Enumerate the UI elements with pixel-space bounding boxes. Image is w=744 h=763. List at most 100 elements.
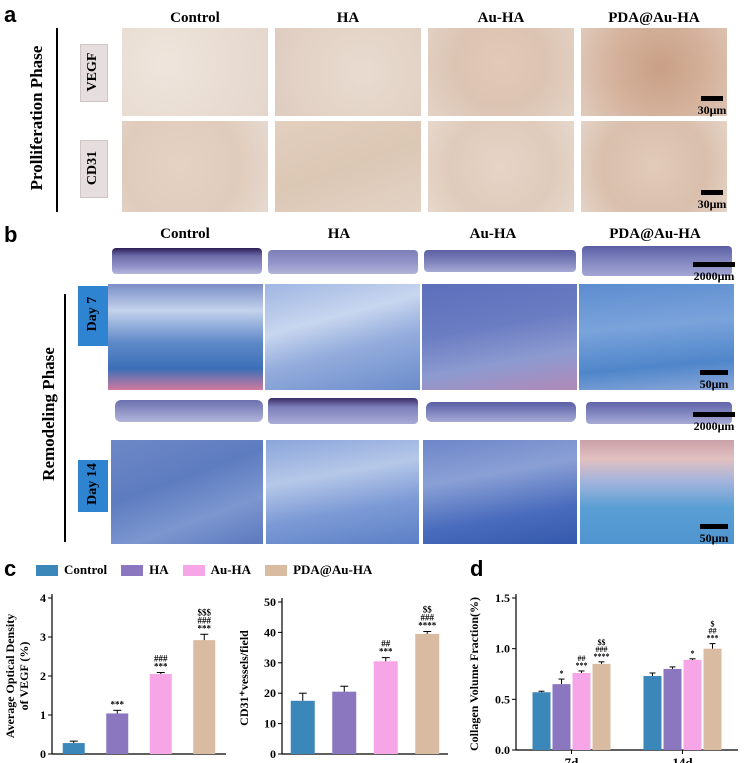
panel-a-col-title-3: PDA@Au-HA (608, 10, 700, 26)
panel-b-divider (64, 294, 66, 542)
collagen-annot-1-3-2: *** (707, 634, 719, 643)
overview-strip-day7-control (112, 248, 262, 274)
vegf-annot-1-0: *** (111, 699, 125, 709)
cd31-bar-1 (332, 691, 357, 754)
cd31-image-ha (275, 121, 421, 212)
cd31-bar-0 (290, 700, 315, 754)
collagen-y-tick-label-0: 0.0 (495, 743, 510, 757)
panel-a-row-label-box-vegf (80, 44, 108, 102)
chart-cd31-vessels: 0 10 20 30 40 50 CD31⁺vessels/field ##*** $$###*… (237, 595, 448, 761)
cd31-image-au-ha (428, 121, 574, 212)
panel-b-scale-bar-2: 50μm (694, 370, 734, 392)
collagen-annot-0-2-1: *** (576, 661, 588, 670)
panel-b-scale-label-4: 50μm (699, 531, 729, 545)
cd31-y-tick-label-0: 0 (270, 747, 276, 761)
cd31-annot-3-2: **** (418, 620, 437, 630)
vegf-annot-2-1: *** (154, 661, 168, 671)
panel-b-day-box-7 (78, 286, 108, 346)
cd31-image-control (122, 121, 268, 212)
vegf-annot-3-0: $$$ (198, 607, 212, 617)
cd31-y-tick-label-3: 30 (264, 656, 276, 670)
overview-strip-day14-ha (268, 398, 418, 424)
cd31-bar-2 (373, 661, 398, 754)
legend-label-ha: HA (149, 562, 169, 577)
collagen-annot-1-3-0: $ (711, 620, 715, 629)
cd31-y-tick-label-4: 40 (264, 625, 276, 639)
collagen-annot-0-3-0: $$ (598, 638, 606, 647)
overview-strip-day14-pda-au-ha (586, 402, 732, 424)
panel-b-day-label-7: Day 7 (85, 296, 100, 332)
legend-label-pda-au-ha: PDA@Au-HA (293, 562, 373, 577)
panel-a-divider (56, 28, 58, 212)
masson-day7-control (108, 284, 263, 390)
collagen-annot-0-3-2: **** (594, 652, 610, 661)
panel-a-scale-label-2: 30μm (697, 197, 727, 211)
panel-d-letter: d (470, 556, 484, 581)
panel-b-letter: b (4, 222, 18, 247)
panel-a-row-label-vegf: VEGF (85, 52, 100, 92)
chart-collagen-fraction: 0.0 0.5 1.0 1.5 Collagen Volume Fraction(%) *… (467, 591, 738, 763)
panel-a-col-title-2: Au-HA (477, 10, 525, 26)
vegf-bar-2 (149, 674, 172, 754)
vegf-image-ha (275, 28, 421, 116)
overview-strip-day7-au-ha (424, 250, 576, 272)
collagen-bar-0-0 (532, 692, 551, 750)
cd31-image-pda-au-ha (581, 121, 727, 212)
vegf-bar-1 (106, 713, 129, 754)
collagen-bar-0-2 (572, 672, 591, 750)
cd31-y-tick-label-1: 10 (264, 717, 276, 731)
chart-vegf-density: 0 1 2 3 4 Average Optical Density of VEGF (%) *… (3, 591, 226, 761)
panel-a-scale-label-1: 30μm (697, 103, 727, 117)
collagen-annot-0-1-0: * (560, 669, 564, 678)
collagen-annot-1-2-0: * (691, 649, 695, 658)
panel-b-col-title-1: HA (327, 226, 351, 242)
cd31-annot-3-1: ### (421, 612, 435, 622)
collagen-bar-0-3 (592, 663, 611, 750)
vegf-image-control (122, 28, 268, 116)
panel-a-phase-label: Prolliferation Phase (27, 45, 46, 191)
panel-b-col-title-2: Au-HA (469, 226, 517, 242)
panel-a-col-title-1: HA (336, 10, 360, 26)
legend-label-au-ha: Au-HA (210, 562, 252, 577)
collagen-bar-1-2 (683, 659, 702, 750)
cd31-annot-2-1: *** (379, 647, 393, 657)
vegf-annot-2-0: ### (154, 653, 168, 663)
panel-a-scale-bar-2: 30μm (692, 190, 732, 212)
overview-strip-day7-pda-au-ha (582, 246, 732, 276)
panel-b-col-title-0: Control (160, 226, 210, 242)
collagen-y-tick-label-1: 0.5 (495, 692, 510, 706)
legend-item-pda-au-ha: PDA@Au-HA (265, 562, 372, 578)
overview-strip-day7-ha (268, 250, 418, 274)
vegf-annot-3-1: ### (198, 615, 212, 625)
collagen-y-axis-label-0: Collagen Volume Fraction(%) (467, 597, 481, 751)
vegf-y-tick-label-4: 4 (40, 591, 46, 605)
masson-day14-au-ha (423, 440, 577, 544)
collagen-annot-0-2-0: ## (578, 654, 586, 663)
panel-c-letter: c (4, 556, 17, 581)
panel-b-day-label-14: Day 14 (85, 463, 100, 505)
collagen-x-tick-label-1: 14d (672, 755, 693, 763)
panel-b-scale-bar-3: 2000μm (688, 412, 740, 434)
panel-b-scale-bar-1: 2000μm (688, 262, 740, 284)
cd31-y-tick-label-5: 50 (264, 595, 276, 609)
vegf-y-axis-label-1: of VEGF (%) (17, 642, 31, 711)
panel-a-col-title-0: Control (170, 10, 220, 26)
collagen-x-tick-label-0: 7d (565, 755, 580, 763)
collagen-y-tick-label-2: 1.0 (495, 642, 510, 656)
panel-b-scale-label-1: 2000μm (693, 269, 735, 283)
panel-b-scale-label-2: 50μm (699, 377, 729, 391)
collagen-bar-0-1 (552, 684, 571, 750)
legend-item-control: Control (36, 562, 107, 578)
cd31-bar-3 (415, 633, 440, 754)
masson-day7-ha (265, 284, 420, 390)
collagen-y-tick-label-3: 1.5 (495, 591, 510, 605)
vegf-y-tick-label-2: 2 (40, 669, 46, 683)
cd31-y-axis-label-0: CD31⁺vessels/field (237, 630, 251, 726)
masson-day14-control (111, 440, 263, 544)
panel-b-col-title-3: PDA@Au-HA (609, 226, 701, 242)
panel-b-phase-label: Remodeling Phase (39, 347, 58, 481)
legend-item-au-ha: Au-HA (182, 562, 252, 578)
vegf-y-tick-label-3: 3 (40, 630, 46, 644)
legend-item-ha: HA (121, 562, 169, 578)
collagen-annot-0-3-1: ### (596, 645, 608, 654)
